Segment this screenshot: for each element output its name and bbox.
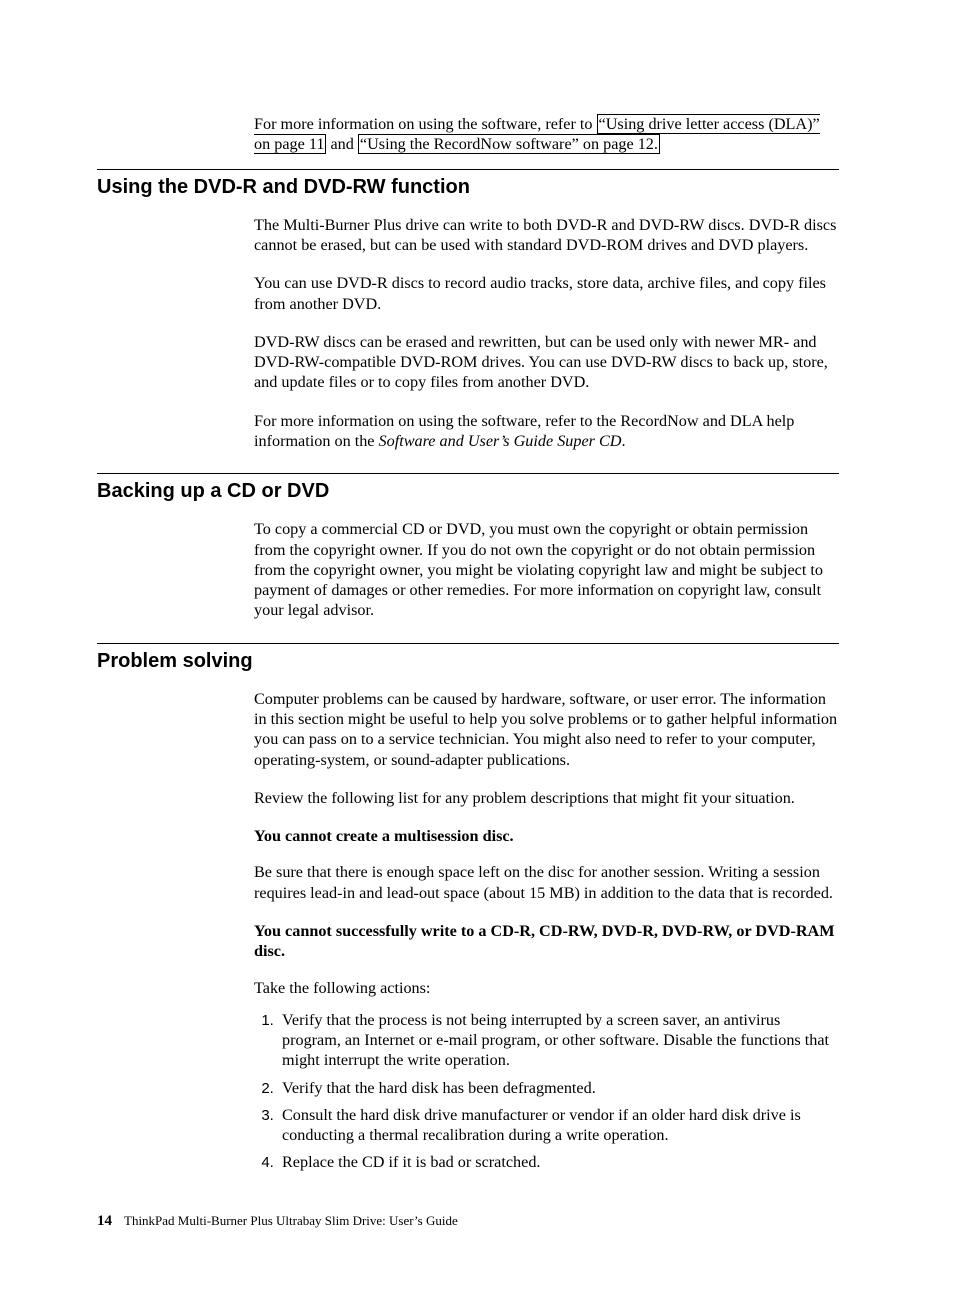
section-divider xyxy=(97,643,839,644)
list-item: Verify that the process is not being int… xyxy=(278,1010,839,1071)
link-recordnow[interactable]: “Using the RecordNow software” on page 1… xyxy=(358,134,660,154)
para-dvd-3: DVD-RW discs can be erased and rewritten… xyxy=(254,332,839,393)
list-item: Consult the hard disk drive manufacturer… xyxy=(278,1105,839,1146)
para-dvd-4-suffix: . xyxy=(622,432,626,450)
para-write-fail-lead: Take the following actions: xyxy=(254,978,839,998)
document-page: For more information on using the softwa… xyxy=(0,0,954,1290)
para-dvd-1: The Multi-Burner Plus drive can write to… xyxy=(254,215,839,256)
para-ps-1: Computer problems can be caused by hardw… xyxy=(254,689,839,770)
para-backup-1: To copy a commercial CD or DVD, you must… xyxy=(254,519,839,620)
subheading-write-fail: You cannot successfully write to a CD-R,… xyxy=(254,921,839,962)
heading-backup: Backing up a CD or DVD xyxy=(97,480,839,503)
section-divider xyxy=(97,169,839,170)
list-item: Verify that the hard disk has been defra… xyxy=(278,1078,839,1098)
heading-dvd-function: Using the DVD-R and DVD-RW function xyxy=(97,176,839,199)
para-dvd-4: For more information on using the softwa… xyxy=(254,411,839,452)
intro-paragraph: For more information on using the softwa… xyxy=(254,114,839,155)
page-number: 14 xyxy=(97,1213,112,1229)
section-dvd-function: Using the DVD-R and DVD-RW function The … xyxy=(97,169,839,451)
intro-text-mid: and xyxy=(326,135,357,153)
section-divider xyxy=(97,473,839,474)
list-item: Replace the CD if it is bad or scratched… xyxy=(278,1152,839,1172)
heading-problem-solving: Problem solving xyxy=(97,650,839,673)
para-dvd-2: You can use DVD-R discs to record audio … xyxy=(254,273,839,314)
para-dvd-4-italic: Software and User’s Guide Super CD xyxy=(379,432,622,450)
section-backup: Backing up a CD or DVD To copy a commerc… xyxy=(97,473,839,620)
section-problem-solving: Problem solving Computer problems can be… xyxy=(97,643,839,1173)
intro-text-prefix: For more information on using the softwa… xyxy=(254,115,597,133)
subheading-multisession: You cannot create a multisession disc. xyxy=(254,826,839,846)
para-ps-2: Review the following list for any proble… xyxy=(254,788,839,808)
page-footer: 14 ThinkPad Multi-Burner Plus Ultrabay Sl… xyxy=(97,1213,839,1230)
para-multisession-body: Be sure that there is enough space left … xyxy=(254,862,839,903)
footer-title: ThinkPad Multi-Burner Plus Ultrabay Slim… xyxy=(124,1213,458,1228)
troubleshoot-list: Verify that the process is not being int… xyxy=(254,1010,839,1173)
